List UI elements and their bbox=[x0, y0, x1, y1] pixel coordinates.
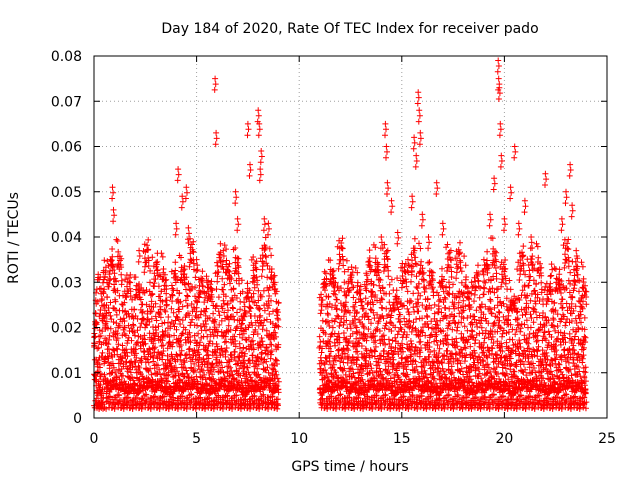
y-tick-label: 0.01 bbox=[51, 366, 82, 382]
y-tick-label: 0.02 bbox=[51, 321, 82, 337]
y-tick-label: 0.07 bbox=[51, 94, 82, 110]
x-tick-label: 20 bbox=[495, 431, 513, 447]
x-tick-label: 5 bbox=[192, 431, 201, 447]
x-tick-label: 10 bbox=[290, 431, 308, 447]
y-axis-label: ROTI / TECUs bbox=[6, 192, 22, 284]
chart-title: Day 184 of 2020, Rate Of TEC Index for r… bbox=[161, 21, 538, 37]
y-tick-label: 0 bbox=[73, 411, 82, 427]
x-axis-label: GPS time / hours bbox=[291, 459, 408, 475]
y-tick-label: 0.05 bbox=[51, 185, 82, 201]
x-tick-label: 15 bbox=[393, 431, 411, 447]
y-tick-label: 0.06 bbox=[51, 140, 82, 156]
y-tick-label: 0.08 bbox=[51, 49, 82, 65]
x-tick-label: 0 bbox=[90, 431, 99, 447]
y-tick-label: 0.04 bbox=[51, 230, 82, 246]
y-tick-label: 0.03 bbox=[51, 275, 82, 291]
axis-ticks: 0 0.01 0.02 0.03 0.04 0.05 0.06 0.07 0.08 0 5 10 15 2… bbox=[51, 49, 616, 447]
x-tick-label: 25 bbox=[598, 431, 616, 447]
